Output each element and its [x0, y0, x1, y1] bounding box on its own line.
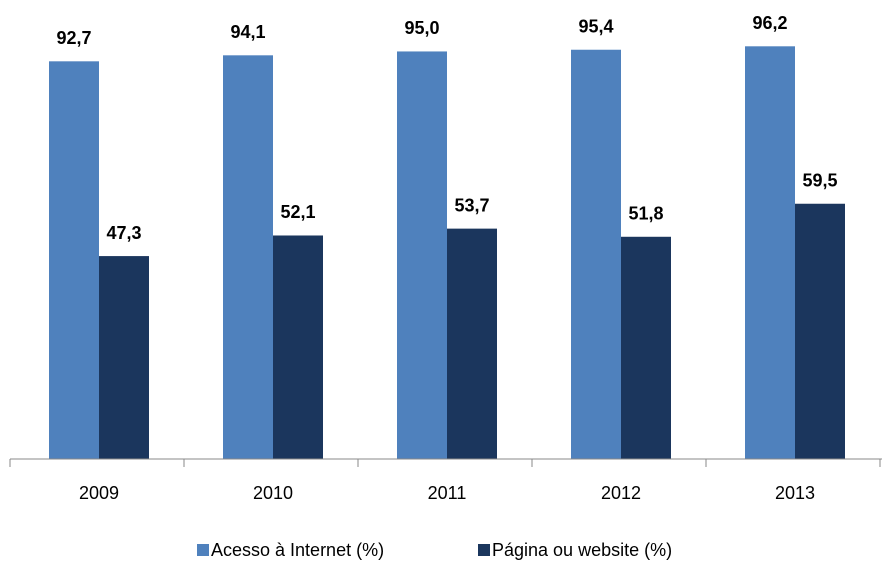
data-label: 94,1: [230, 22, 265, 42]
data-label: 53,7: [454, 195, 489, 215]
data-label: 47,3: [106, 223, 141, 243]
x-tick-label: 2013: [775, 483, 815, 503]
bar: [273, 235, 323, 459]
bar: [745, 46, 795, 459]
data-label: 52,1: [280, 202, 315, 222]
bar: [571, 49, 621, 459]
bar: [397, 51, 447, 459]
data-label: 59,5: [802, 170, 837, 190]
bar: [49, 61, 99, 459]
bar: [447, 228, 497, 459]
bar: [621, 236, 671, 459]
data-label: 92,7: [56, 28, 91, 48]
bar: [99, 256, 149, 459]
x-tick-label: 2011: [428, 483, 467, 503]
legend-swatch: [197, 544, 209, 556]
bar: [795, 203, 845, 459]
legend-swatch: [478, 544, 490, 556]
legend-label: Página ou website (%): [492, 540, 672, 560]
bar: [223, 55, 273, 459]
x-tick-label: 2012: [601, 483, 641, 503]
data-label: 96,2: [752, 13, 787, 33]
data-label: 95,0: [404, 18, 439, 38]
x-tick-label: 2010: [253, 483, 293, 503]
data-label: 51,8: [628, 204, 663, 224]
x-tick-label: 2009: [79, 483, 119, 503]
legend-label: Acesso à Internet (%): [211, 540, 384, 560]
data-label: 95,4: [578, 16, 613, 36]
